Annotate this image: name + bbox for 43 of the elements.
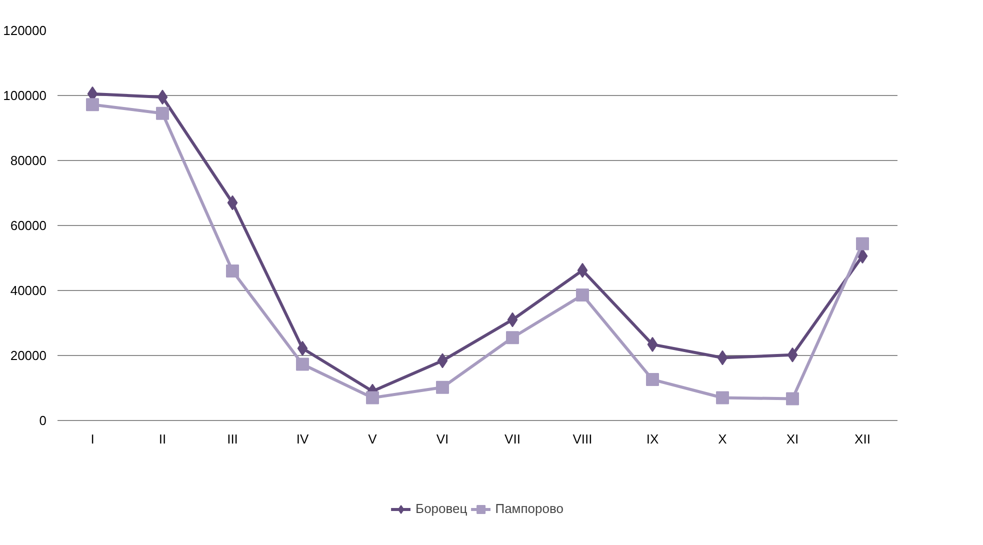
x-tick-label: XI (786, 432, 799, 446)
point (506, 331, 519, 344)
x-tick-label: IV (296, 432, 309, 446)
point (156, 106, 169, 120)
point (576, 288, 589, 302)
x-tick-label: XII (854, 432, 870, 446)
x-tick-label: III (227, 432, 238, 446)
y-tick-label: 120000 (3, 23, 47, 38)
x-tick-label: VIII (572, 432, 592, 446)
legend-label: Пампорово (495, 501, 564, 516)
x-tick-label: I (90, 432, 94, 446)
y-tick-label: 100000 (3, 88, 47, 103)
y-tick-label: 20000 (10, 348, 47, 363)
point (857, 248, 868, 264)
x-tick-label: IX (646, 432, 659, 446)
point (157, 90, 168, 105)
point (647, 336, 658, 352)
x-tick-label: VII (504, 432, 520, 446)
point (436, 380, 449, 394)
point (437, 353, 448, 368)
point (787, 347, 798, 362)
x-tick-label: X (718, 432, 728, 446)
point (577, 262, 588, 278)
point (366, 391, 379, 404)
point (296, 358, 309, 371)
point (856, 237, 869, 250)
legend-label: Боровец (416, 501, 468, 516)
point (646, 373, 659, 386)
x-tick-label: II (158, 432, 166, 446)
point (786, 392, 799, 406)
point (297, 340, 308, 356)
point (717, 350, 728, 366)
x-tick-label: VI (436, 432, 449, 446)
x-tick-label: V (368, 432, 378, 446)
y-tick-label: 60000 (10, 218, 47, 233)
y-tick-label: 0 (39, 413, 47, 428)
point (507, 312, 518, 328)
y-tick-label: 40000 (10, 283, 47, 298)
point (716, 391, 729, 404)
point (226, 264, 239, 278)
point (86, 98, 99, 112)
y-tick-label: 80000 (10, 153, 47, 168)
point (227, 195, 238, 210)
